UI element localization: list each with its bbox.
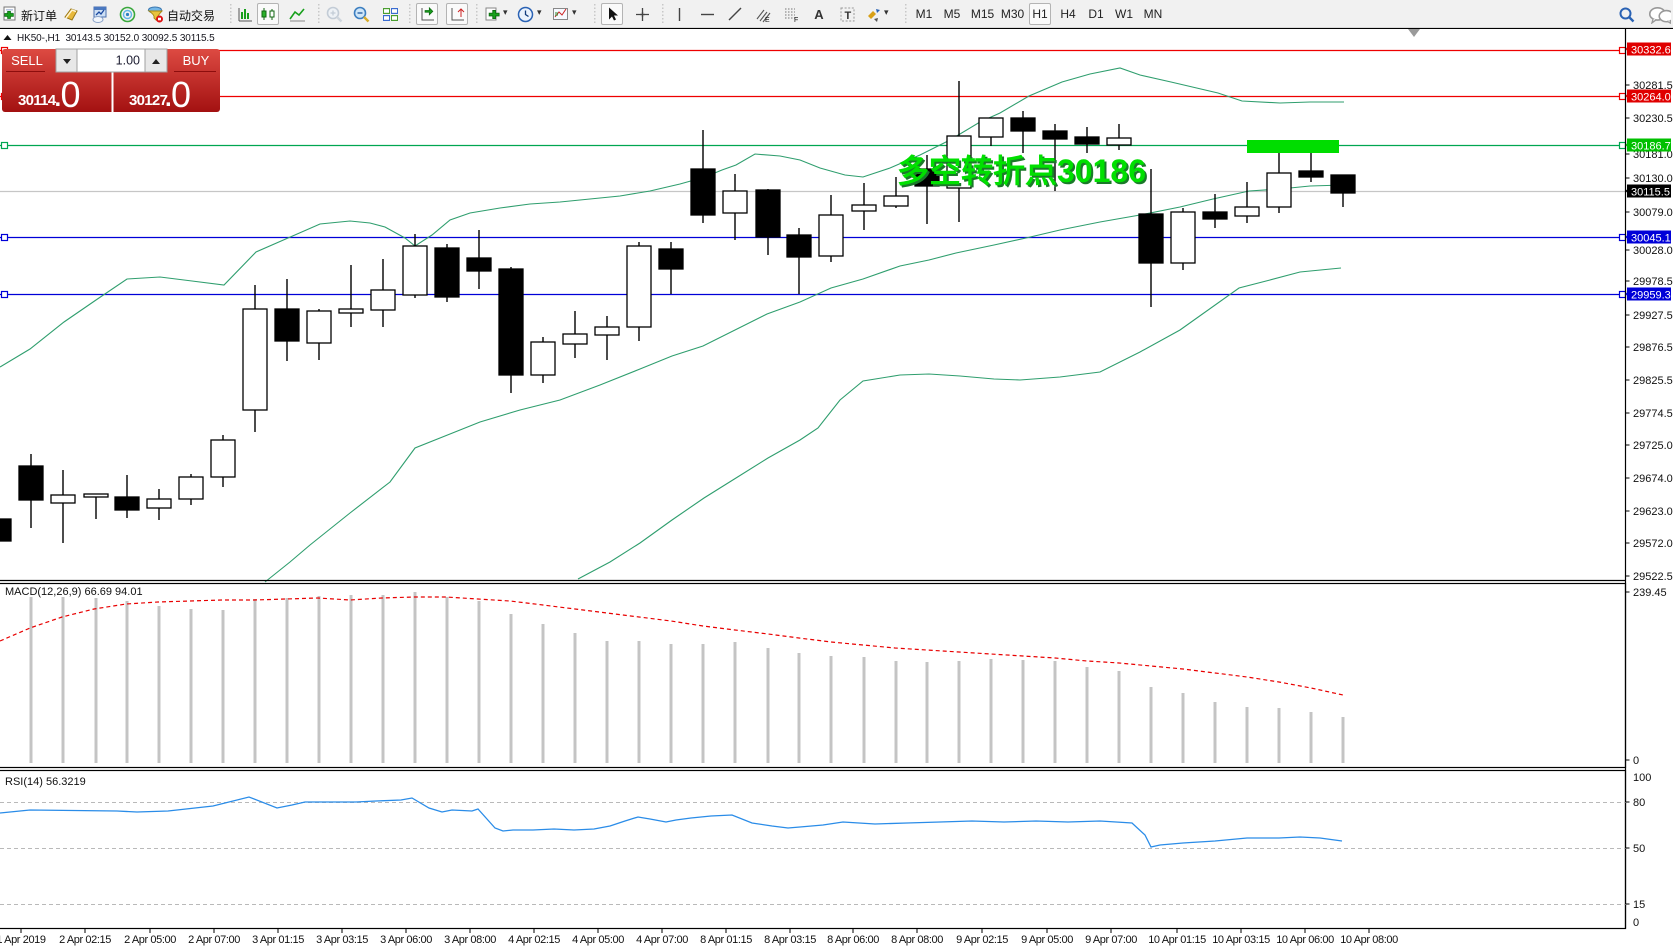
svg-text:29927.5: 29927.5 <box>1633 310 1673 322</box>
svg-text:30028.0: 30028.0 <box>1633 245 1673 257</box>
svg-text:8 Apr 03:15: 8 Apr 03:15 <box>764 934 816 946</box>
svg-text:30264.0: 30264.0 <box>1631 92 1671 104</box>
svg-text:2 Apr 05:00: 2 Apr 05:00 <box>124 934 176 946</box>
svg-text:80: 80 <box>1633 797 1645 809</box>
svg-text:239.45: 239.45 <box>1633 587 1667 599</box>
svg-text:9 Apr 07:00: 9 Apr 07:00 <box>1085 934 1137 946</box>
svg-text:29522.5: 29522.5 <box>1633 571 1673 583</box>
svg-text:10 Apr 03:15: 10 Apr 03:15 <box>1212 934 1270 946</box>
svg-text:30230.5: 30230.5 <box>1633 113 1673 125</box>
svg-text:30114: 30114 <box>18 92 57 109</box>
svg-text:0: 0 <box>1633 917 1639 929</box>
svg-text:8 Apr 08:00: 8 Apr 08:00 <box>891 934 943 946</box>
svg-text:3 Apr 01:15: 3 Apr 01:15 <box>252 934 304 946</box>
svg-text:HK50-,H1 30143.5 30152.0 3009: HK50-,H1 30143.5 30152.0 30092.5 30115.5 <box>17 33 215 44</box>
svg-text:30045.1: 30045.1 <box>1631 233 1671 245</box>
svg-text:30281.5: 30281.5 <box>1633 80 1673 92</box>
svg-text:4 Apr 02:15: 4 Apr 02:15 <box>508 934 560 946</box>
svg-text:30115.5: 30115.5 <box>1631 187 1670 199</box>
svg-text:8 Apr 01:15: 8 Apr 01:15 <box>700 934 752 946</box>
svg-text:3 Apr 08:00: 3 Apr 08:00 <box>444 934 496 946</box>
svg-text:T: T <box>844 10 851 22</box>
svg-text:30332.6: 30332.6 <box>1631 45 1671 57</box>
svg-text:E: E <box>765 17 770 23</box>
svg-text:30127: 30127 <box>129 92 168 109</box>
svg-text:29623.0: 29623.0 <box>1633 506 1673 518</box>
svg-text:3 Apr 06:00: 3 Apr 06:00 <box>380 934 432 946</box>
svg-text:29725.0: 29725.0 <box>1633 440 1673 452</box>
svg-text:15: 15 <box>1633 899 1645 911</box>
svg-text:30130.0: 30130.0 <box>1633 173 1673 185</box>
svg-text:多空转折点30186: 多空转折点30186 <box>897 153 1146 189</box>
svg-text:8 Apr 06:00: 8 Apr 06:00 <box>827 934 879 946</box>
svg-text:BUY: BUY <box>183 53 210 68</box>
svg-text:3 Apr 03:15: 3 Apr 03:15 <box>316 934 368 946</box>
svg-text:100: 100 <box>1633 772 1651 784</box>
svg-text:30186.7: 30186.7 <box>1631 141 1671 153</box>
svg-text:10 Apr 08:00: 10 Apr 08:00 <box>1340 934 1398 946</box>
svg-text:29825.5: 29825.5 <box>1633 375 1673 387</box>
svg-text:0: 0 <box>171 74 191 115</box>
svg-text:9 Apr 02:15: 9 Apr 02:15 <box>956 934 1008 946</box>
svg-text:10 Apr 01:15: 10 Apr 01:15 <box>1148 934 1206 946</box>
svg-text:MACD(12,26,9) 66.69 94.01: MACD(12,26,9) 66.69 94.01 <box>5 586 143 598</box>
svg-text:0: 0 <box>1633 755 1639 767</box>
svg-text:29774.5: 29774.5 <box>1633 408 1673 420</box>
svg-text:30181.0: 30181.0 <box>1633 149 1673 161</box>
svg-text:29959.3: 29959.3 <box>1631 290 1671 302</box>
svg-text:29674.0: 29674.0 <box>1633 473 1673 485</box>
svg-text:50: 50 <box>1633 843 1645 855</box>
svg-text:0: 0 <box>61 74 81 115</box>
svg-text:F: F <box>794 17 798 23</box>
svg-text:4 Apr 05:00: 4 Apr 05:00 <box>572 934 624 946</box>
svg-text:4 Apr 07:00: 4 Apr 07:00 <box>636 934 688 946</box>
svg-text:29572.0: 29572.0 <box>1633 538 1673 550</box>
svg-text:10 Apr 06:00: 10 Apr 06:00 <box>1276 934 1334 946</box>
svg-text:2 Apr 07:00: 2 Apr 07:00 <box>188 934 240 946</box>
svg-text:RSI(14) 56.3219: RSI(14) 56.3219 <box>5 776 86 788</box>
svg-text:.: . <box>55 85 62 112</box>
svg-text:30079.0: 30079.0 <box>1633 207 1673 219</box>
svg-text:29978.5: 29978.5 <box>1633 276 1673 288</box>
svg-text:2 Apr 02:15: 2 Apr 02:15 <box>59 934 111 946</box>
svg-text:SELL: SELL <box>11 53 43 68</box>
svg-text:.: . <box>165 85 172 112</box>
svg-text:1.00: 1.00 <box>116 54 140 68</box>
svg-text:29876.5: 29876.5 <box>1633 342 1673 354</box>
svg-text:1 Apr 2019: 1 Apr 2019 <box>0 934 46 946</box>
svg-text:9 Apr 05:00: 9 Apr 05:00 <box>1021 934 1073 946</box>
